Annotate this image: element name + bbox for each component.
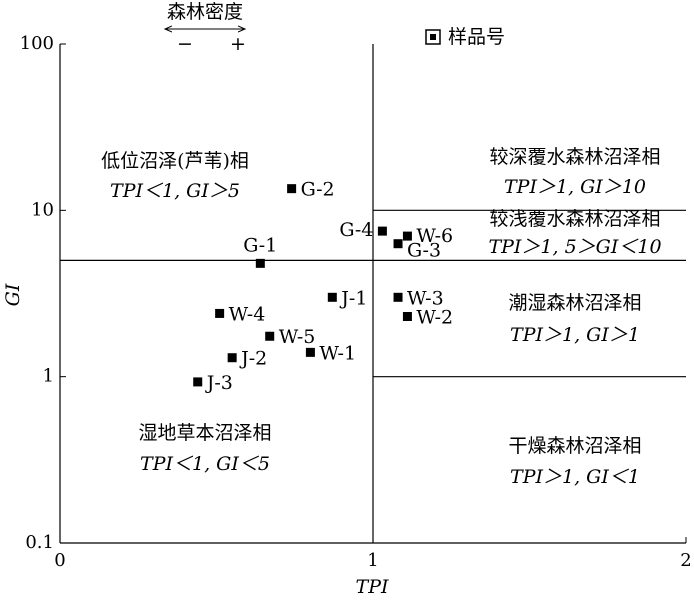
point xyxy=(255,258,265,268)
region-label: TPI＞1, GI＜1 xyxy=(510,466,640,488)
point xyxy=(193,377,203,387)
legend-marker xyxy=(430,34,436,40)
region-label: TPI＜1, GI＜5 xyxy=(140,453,270,475)
y-tick-label: 1 xyxy=(43,366,54,387)
point xyxy=(265,331,275,341)
density-sign: + xyxy=(230,33,246,55)
region-label: TPI＞1, GI＞1 xyxy=(510,324,640,346)
point-label: G-4 xyxy=(339,219,373,241)
point xyxy=(402,231,412,241)
point-label: J-3 xyxy=(205,372,233,394)
point xyxy=(393,239,403,249)
y-axis-label: GI xyxy=(2,283,24,306)
point xyxy=(305,347,315,357)
region-label: 低位沼泽(芦苇)相 xyxy=(101,150,249,172)
point xyxy=(287,184,297,194)
point-label: G-3 xyxy=(407,240,441,262)
region-label: 较浅覆水森林沼泽相 xyxy=(489,208,660,230)
region-label: TPI＜1, GI＞5 xyxy=(110,180,240,202)
region-label: 较深覆水森林沼泽相 xyxy=(489,146,660,168)
point-label: G-1 xyxy=(243,234,277,256)
y-tick-label: 100 xyxy=(20,33,54,54)
x-axis-label: TPI xyxy=(356,576,389,598)
region-label: 潮湿森林沼泽相 xyxy=(508,292,641,314)
point xyxy=(402,311,412,321)
y-tick-label: 10 xyxy=(31,199,54,220)
point-label: W-3 xyxy=(407,287,444,309)
region-label: TPI＞1, GI＞10 xyxy=(504,176,646,198)
point-label: W-4 xyxy=(229,303,266,325)
point-label: J-2 xyxy=(239,348,267,370)
x-tick-label: 1 xyxy=(367,550,378,571)
point xyxy=(227,353,237,363)
region-label: 干燥森林沼泽相 xyxy=(508,435,641,457)
x-tick-label: 0 xyxy=(54,550,65,571)
legend-box xyxy=(425,29,441,45)
point xyxy=(327,292,337,302)
point xyxy=(215,308,225,318)
legend-label: 样品号 xyxy=(448,26,505,48)
point xyxy=(393,292,403,302)
region-label: 湿地草本沼泽相 xyxy=(138,422,271,444)
y-tick-label: 0.1 xyxy=(25,532,54,553)
point-label: W-2 xyxy=(416,306,453,328)
region-label: TPI＞1, 5＞GI＜10 xyxy=(488,236,661,258)
point-label: J-1 xyxy=(339,287,367,309)
point-label: G-2 xyxy=(301,179,335,201)
x-tick-label: 2 xyxy=(680,550,691,571)
point-label: W-1 xyxy=(319,342,356,364)
point-label: W-6 xyxy=(416,225,453,247)
point xyxy=(377,226,387,236)
density-sign: − xyxy=(177,33,193,55)
density-label: 森林密度 xyxy=(167,1,243,23)
point-label: W-5 xyxy=(279,326,316,348)
